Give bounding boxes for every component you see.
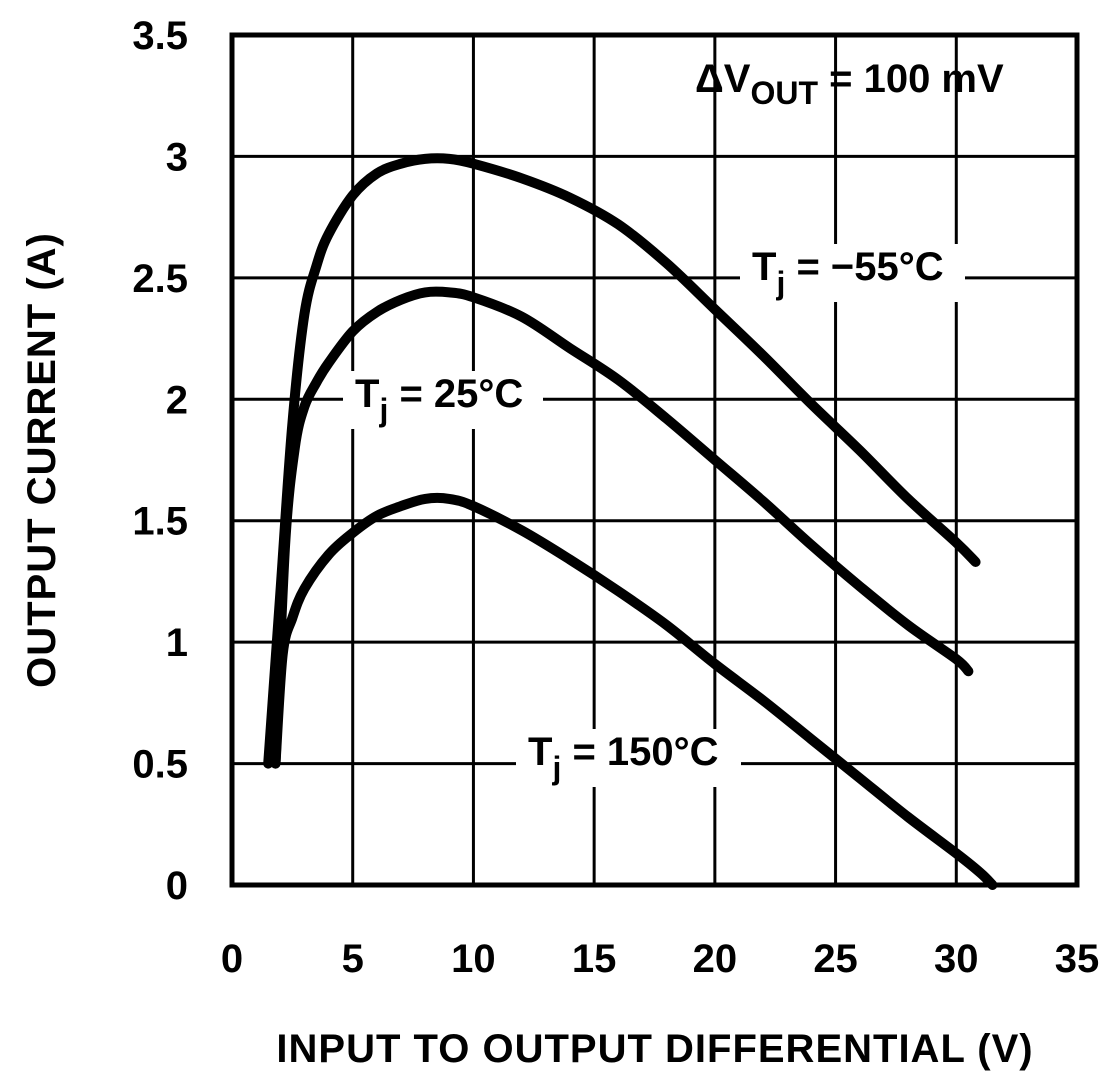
curve-label-subscript-0: j: [775, 265, 785, 301]
curve-label-subscript-2: j: [551, 750, 561, 786]
series-line-1: [270, 286, 974, 769]
annotation-prefix: ΔV: [695, 57, 751, 101]
delta-vout-annotation: ΔVOUT = 100 mV: [695, 57, 1004, 111]
x-tick-label-4: 20: [693, 937, 738, 981]
curve-label-suffix-0: = −55°C: [785, 245, 943, 289]
y-tick-label-1: 0.5: [132, 743, 188, 787]
curve-label-0: Tj = −55°C: [752, 245, 944, 301]
x-tick-label-7: 35: [1055, 937, 1100, 981]
x-tick-label-6: 30: [934, 937, 979, 981]
curve-label-prefix-1: T: [355, 372, 379, 416]
curve-label-1: Tj = 25°C: [355, 372, 523, 428]
y-tick-labels: 0 0.5 1 1.5 2 2.5 3 3.5: [132, 14, 188, 908]
x-tick-label-5: 25: [813, 937, 858, 981]
series-line-0: [263, 153, 981, 769]
curve-label-suffix-1: = 25°C: [388, 372, 523, 416]
annotation-subscript: OUT: [750, 75, 818, 111]
curve-label-prefix-0: T: [752, 245, 776, 289]
curve-label-subscript-1: j: [378, 392, 388, 428]
y-tick-label-0: 0: [166, 864, 188, 908]
curves: [263, 153, 998, 890]
y-tick-label-4: 2: [166, 378, 188, 422]
series-line-2: [270, 492, 998, 890]
x-tick-label-3: 15: [572, 937, 617, 981]
curve-label-prefix-2: T: [528, 730, 552, 774]
x-tick-label-2: 10: [451, 937, 496, 981]
curve-labels: Tj = −55°CTj = 25°CTj = 150°C: [343, 244, 965, 787]
y-tick-label-3: 1.5: [132, 500, 188, 544]
curve-label-background-1: [343, 371, 543, 429]
x-tick-label-1: 5: [342, 937, 364, 981]
x-tick-labels: 0 5 10 15 20 25 30 35: [221, 937, 1099, 981]
x-axis-title: INPUT TO OUTPUT DIFFERENTIAL (V): [276, 1027, 1033, 1071]
curve-label-2: Tj = 150°C: [528, 730, 719, 786]
annotation-suffix: = 100 mV: [818, 57, 1004, 101]
curve-label-suffix-2: = 150°C: [561, 730, 718, 774]
y-tick-label-2: 1: [166, 621, 188, 665]
y-tick-label-5: 2.5: [132, 257, 188, 301]
y-axis-title: OUTPUT CURRENT (A): [20, 232, 64, 688]
y-tick-label-6: 3: [166, 135, 188, 179]
curve-label-background-2: [516, 729, 741, 787]
plot-frame: [229, 32, 1080, 888]
y-tick-label-7: 3.5: [132, 14, 188, 58]
x-tick-label-0: 0: [221, 937, 243, 981]
curve-label-background-0: [740, 244, 965, 302]
